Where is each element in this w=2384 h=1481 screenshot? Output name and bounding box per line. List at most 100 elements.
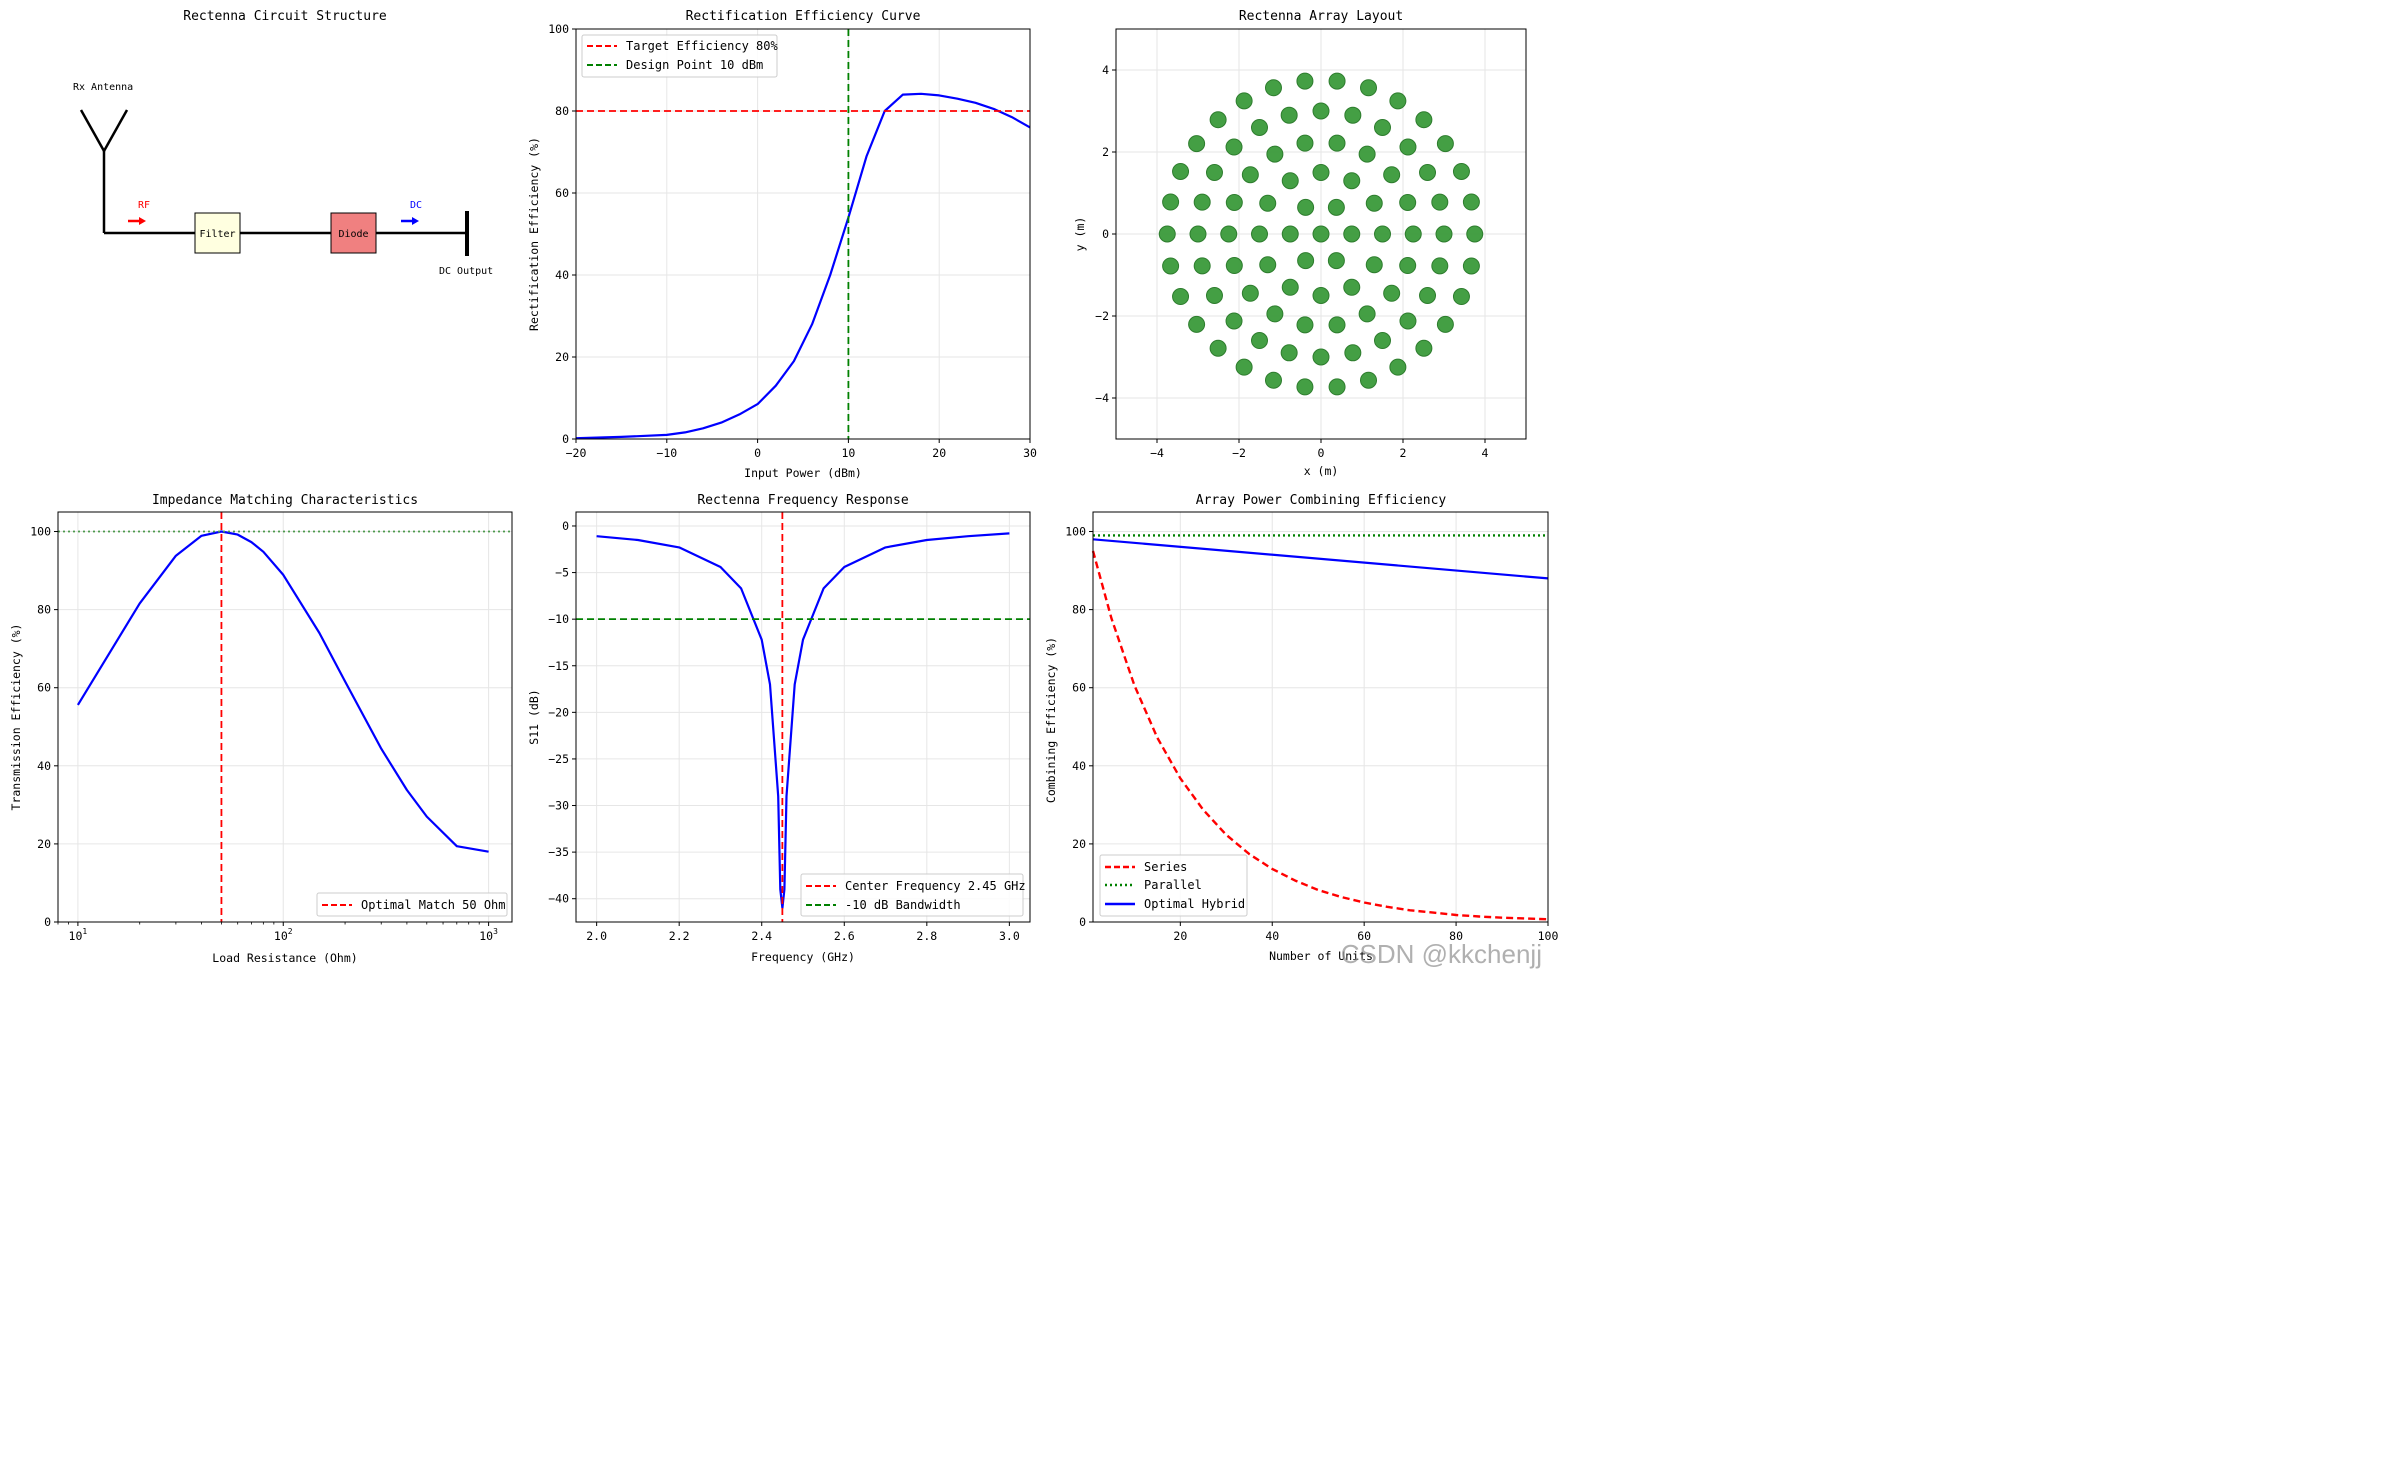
rectification-xlabel: Input Power (dBm) bbox=[744, 466, 862, 480]
array-layout-xtick-label: −4 bbox=[1150, 446, 1164, 460]
array-layout-antenna-element bbox=[1280, 106, 1298, 124]
array-layout-ytick-label: 0 bbox=[1102, 227, 1109, 241]
antenna-label: Rx Antenna bbox=[73, 82, 133, 93]
array-layout-antenna-element bbox=[1297, 198, 1315, 216]
array-layout-antenna-element bbox=[1374, 332, 1391, 350]
rectification-title: Rectification Efficiency Curve bbox=[686, 9, 921, 24]
array-layout-antenna-element bbox=[1389, 92, 1407, 110]
rectification-xtick-label: −20 bbox=[566, 446, 587, 460]
array-layout-antenna-element bbox=[1162, 257, 1180, 275]
array-layout-ytick-label: −4 bbox=[1095, 391, 1109, 405]
circuit-diagram: Rectenna Circuit Structure Rx Antenna Fi… bbox=[73, 9, 493, 277]
array-layout-antenna-element bbox=[1296, 316, 1314, 334]
legend-target-label: Target Efficiency 80% bbox=[626, 39, 778, 53]
rectification-ytick-label: 40 bbox=[555, 268, 569, 282]
array-layout-antenna-element bbox=[1172, 288, 1190, 306]
impedance-ytick-label: 60 bbox=[37, 681, 51, 695]
rectification-xtick-label: 30 bbox=[1023, 446, 1037, 460]
array-layout-antenna-element bbox=[1327, 252, 1345, 270]
array-layout-antenna-element bbox=[1399, 257, 1417, 275]
array-layout-antenna-element bbox=[1466, 225, 1484, 243]
array-layout-antenna-element bbox=[1399, 138, 1417, 156]
impedance-title: Impedance Matching Characteristics bbox=[152, 493, 418, 508]
impedance-ytick-label: 0 bbox=[44, 915, 51, 929]
rectification-ytick-label: 80 bbox=[555, 104, 569, 118]
dc-label: DC bbox=[410, 200, 422, 211]
array-layout-antenna-element bbox=[1280, 344, 1298, 362]
array-layout-antenna-element bbox=[1404, 225, 1422, 243]
rectification-xtick-label: 20 bbox=[932, 446, 946, 460]
frequency-ytick-label: 0 bbox=[562, 519, 569, 533]
combining-xlabel: Number of Units bbox=[1269, 949, 1373, 963]
array-layout-antenna-element bbox=[1435, 225, 1453, 243]
rf-label: RF bbox=[138, 200, 150, 211]
impedance-ytick-label: 80 bbox=[37, 603, 51, 617]
legend-hybrid-label: Optimal Hybrid bbox=[1144, 897, 1245, 911]
impedance-series-efficiency bbox=[76, 530, 489, 853]
filter-label: Filter bbox=[199, 229, 235, 240]
combining-marks bbox=[1091, 534, 1549, 921]
legend-bandwidth-label: -10 dB Bandwidth bbox=[845, 898, 961, 912]
impedance-marks bbox=[58, 512, 512, 922]
frequency-ytick-label: −10 bbox=[548, 612, 569, 626]
array-layout-antenna-element bbox=[1264, 79, 1282, 97]
array-layout-antenna-element bbox=[1188, 315, 1206, 333]
array-layout-antenna-element bbox=[1436, 315, 1454, 333]
array-layout-antenna-element bbox=[1415, 111, 1433, 129]
rectification-xtick-label: −10 bbox=[656, 446, 677, 460]
array-layout-antenna-element bbox=[1452, 288, 1470, 306]
array-layout-antenna-element bbox=[1251, 118, 1268, 136]
frequency-axes-frame bbox=[575, 511, 1031, 923]
frequency-series-s11 bbox=[596, 532, 1010, 910]
frequency-xtick-label: 2.8 bbox=[916, 929, 937, 943]
array-layout-xtick-label: −2 bbox=[1232, 446, 1246, 460]
array-layout-antenna-element bbox=[1399, 312, 1417, 330]
array-layout-antenna-element bbox=[1312, 348, 1330, 366]
combining-ytick-label: 20 bbox=[1072, 837, 1086, 851]
legend-series-label: Series bbox=[1144, 860, 1187, 874]
array-layout-antenna-element bbox=[1343, 172, 1361, 190]
frequency-ticks: 2.0 2.2 2.4 2.6 2.8 3.0 0 −5 −10 −15 −20 −25 −30 −35 −… bbox=[548, 519, 1020, 943]
array-layout-antenna-element bbox=[1431, 257, 1449, 275]
frequency-title: Rectenna Frequency Response bbox=[697, 493, 908, 508]
rectification-ytick-label: 60 bbox=[555, 186, 569, 200]
rf-arrow-head bbox=[139, 217, 146, 225]
array-layout-antenna-element bbox=[1328, 316, 1346, 334]
array-layout-antenna-element bbox=[1419, 164, 1437, 181]
combining-ticks: 20 40 60 80 100 0 20 40 60 80 100 bbox=[1065, 525, 1558, 943]
array-layout-antenna-element bbox=[1374, 225, 1391, 243]
frequency-ytick-label: −30 bbox=[548, 799, 569, 813]
frequency-ytick-label: −5 bbox=[555, 566, 569, 580]
array-layout-antenna-element bbox=[1312, 102, 1330, 120]
impedance-ytick-label: 20 bbox=[37, 837, 51, 851]
combining-chart: Array Power Combining Efficiency Number … bbox=[1044, 493, 1558, 963]
array-layout-ytick-label: 4 bbox=[1102, 63, 1109, 77]
legend-design-label: Design Point 10 dBm bbox=[626, 58, 763, 72]
rectification-ytick-label: 20 bbox=[555, 350, 569, 364]
rectification-ylabel: Rectification Efficiency (%) bbox=[527, 137, 541, 331]
array-layout-antenna-element bbox=[1328, 72, 1346, 90]
array-layout-antenna-element bbox=[1415, 339, 1433, 357]
array-layout-antenna-element bbox=[1374, 118, 1391, 136]
array-layout-antenna-element bbox=[1209, 339, 1227, 357]
array-layout-antenna-element bbox=[1281, 172, 1299, 190]
legend-center-label: Center Frequency 2.45 GHz bbox=[845, 879, 1026, 893]
array-layout-antenna-element bbox=[1251, 225, 1268, 243]
array-layout-antenna-element bbox=[1419, 287, 1437, 304]
array-layout-antenna-element bbox=[1225, 257, 1243, 275]
array-layout-antenna-element bbox=[1172, 162, 1190, 180]
frequency-ytick-label: −20 bbox=[548, 705, 569, 719]
dc-output-label: DC Output bbox=[439, 266, 493, 277]
watermark: CSDN @kkchenjj bbox=[1340, 939, 1542, 969]
array-layout-antenna-element bbox=[1235, 358, 1253, 376]
array-layout-antenna-element bbox=[1225, 312, 1243, 330]
frequency-ylabel: S11 (dB) bbox=[527, 689, 541, 744]
array-layout-antenna-element bbox=[1383, 284, 1401, 302]
frequency-xtick-label: 2.0 bbox=[586, 929, 607, 943]
figure-background bbox=[0, 0, 1568, 974]
array-layout-antenna-element bbox=[1241, 284, 1259, 302]
circuit-title: Rectenna Circuit Structure bbox=[183, 9, 387, 24]
frequency-grid bbox=[576, 512, 1030, 922]
array-layout-antenna-element bbox=[1193, 193, 1211, 211]
